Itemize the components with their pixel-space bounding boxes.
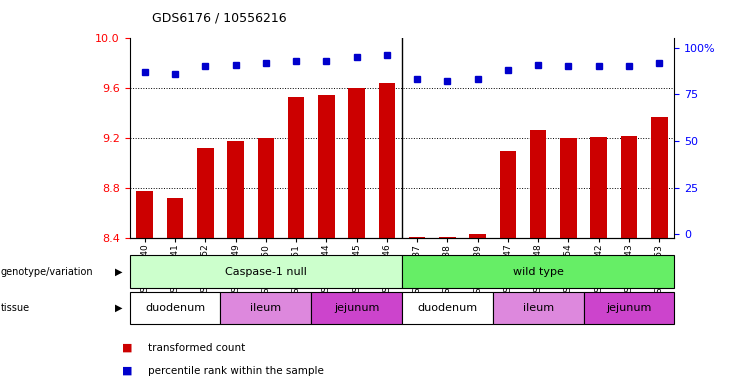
Bar [318,94,335,238]
Bar [583,292,674,324]
Text: Caspase-1 null: Caspase-1 null [225,266,307,277]
Bar [439,237,456,238]
Text: GDS6176 / 10556216: GDS6176 / 10556216 [152,12,287,25]
Text: ileum: ileum [250,303,282,313]
Bar [136,191,153,238]
Bar [311,292,402,324]
Bar [560,138,576,238]
Text: ■: ■ [122,366,133,376]
Bar [402,292,493,324]
Bar [621,136,637,238]
Text: transformed count: transformed count [148,343,245,353]
Text: tissue: tissue [1,303,30,313]
Text: ▶: ▶ [115,266,122,277]
Bar [591,137,607,238]
Text: ▶: ▶ [115,303,122,313]
Bar [469,234,486,238]
Bar [348,88,365,238]
Text: genotype/variation: genotype/variation [1,266,93,277]
Bar [499,151,516,238]
Text: jejunum: jejunum [334,303,379,313]
Text: duodenum: duodenum [417,303,477,313]
Bar [651,117,668,238]
Bar [167,198,183,238]
Bar [221,292,311,324]
Bar [227,141,244,238]
Bar [130,292,221,324]
Text: ■: ■ [122,343,133,353]
Bar [258,138,274,238]
Bar [402,255,674,288]
Bar [379,83,395,238]
Bar [130,255,402,288]
Text: ileum: ileum [522,303,554,313]
Text: duodenum: duodenum [145,303,205,313]
Text: percentile rank within the sample: percentile rank within the sample [148,366,324,376]
Bar [530,129,546,238]
Bar [288,97,305,238]
Bar [409,237,425,238]
Text: jejunum: jejunum [606,303,651,313]
Text: wild type: wild type [513,266,564,277]
Bar [197,148,213,238]
Bar [493,292,583,324]
